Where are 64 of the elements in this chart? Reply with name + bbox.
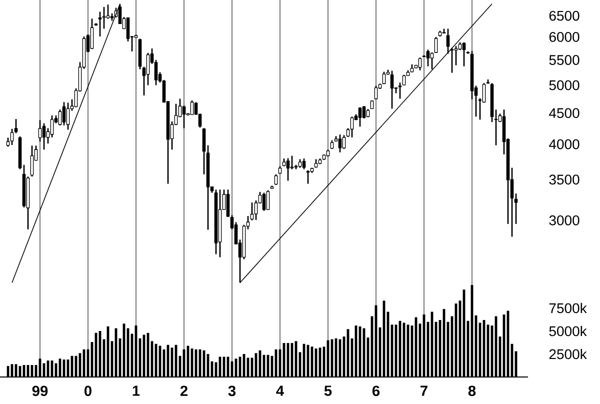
y-tick-label: 3500 — [549, 174, 580, 185]
candlestick — [90, 18, 94, 50]
y2-tick-label: 7500k — [549, 302, 587, 314]
candlestick — [42, 122, 46, 150]
candlestick — [62, 101, 66, 126]
candlestick — [274, 174, 278, 186]
candlestick — [302, 158, 306, 170]
candlestick — [306, 170, 310, 184]
x-tick-label: 1 — [132, 386, 140, 396]
candlestick — [226, 188, 230, 218]
candlestick — [482, 82, 486, 104]
y2-tick-label: 2500k — [549, 348, 587, 360]
x-tick-label: 6 — [372, 386, 380, 396]
x-tick-label: 0 — [84, 386, 92, 396]
candlestick — [342, 134, 346, 150]
y-tick-label: 6500 — [549, 10, 580, 21]
candlestick — [338, 134, 342, 154]
x-tick-label: 2 — [180, 386, 188, 396]
candlestick — [30, 144, 34, 178]
candlestick — [262, 192, 266, 212]
candlestick — [430, 52, 434, 70]
candlestick — [434, 36, 438, 54]
y-tick-label: 5000 — [549, 80, 580, 90]
candlestick — [266, 190, 270, 211]
y2-tick-label: 5000k — [549, 326, 587, 336]
candlestick — [286, 158, 290, 182]
candlestick — [146, 52, 150, 86]
x-tick-label: 99 — [32, 386, 48, 396]
candlestick — [290, 155, 294, 170]
candlestick — [426, 48, 430, 67]
candlestick — [66, 102, 70, 130]
candlestick — [126, 16, 130, 42]
x-tick-label: 7 — [420, 386, 428, 396]
y-tick-label: 6000 — [549, 32, 580, 42]
candlestick — [514, 192, 518, 225]
candlestick — [58, 108, 62, 126]
candlestick — [374, 85, 378, 100]
y-tick-label: 5500 — [549, 55, 580, 65]
candlestick — [250, 202, 254, 222]
candlestick — [102, 6, 106, 30]
candlestick — [358, 106, 362, 128]
candlestick — [418, 56, 422, 71]
candlestick — [190, 100, 194, 116]
candlestick — [350, 116, 354, 138]
candlestick — [494, 108, 498, 146]
x-tick-label: 4 — [276, 386, 284, 396]
y-tick-label: 4500 — [549, 108, 580, 118]
x-tick-label: 8 — [468, 386, 476, 396]
candlestick — [454, 45, 458, 66]
candlestick — [10, 128, 14, 146]
candlestick — [202, 128, 206, 176]
candlestick — [14, 118, 18, 134]
x-tick-label: 3 — [228, 386, 236, 396]
y-tick-label: 3000 — [549, 215, 580, 226]
y-tick-label: 4000 — [549, 139, 580, 150]
candlestick — [50, 114, 54, 138]
candlestick — [98, 11, 102, 38]
candlestick — [182, 104, 186, 129]
candlestick — [390, 70, 394, 110]
candlestick — [462, 42, 466, 67]
candlestick — [362, 105, 366, 120]
x-tick-label: 5 — [324, 386, 332, 396]
candlestick — [398, 82, 402, 100]
candlestick — [382, 71, 386, 85]
